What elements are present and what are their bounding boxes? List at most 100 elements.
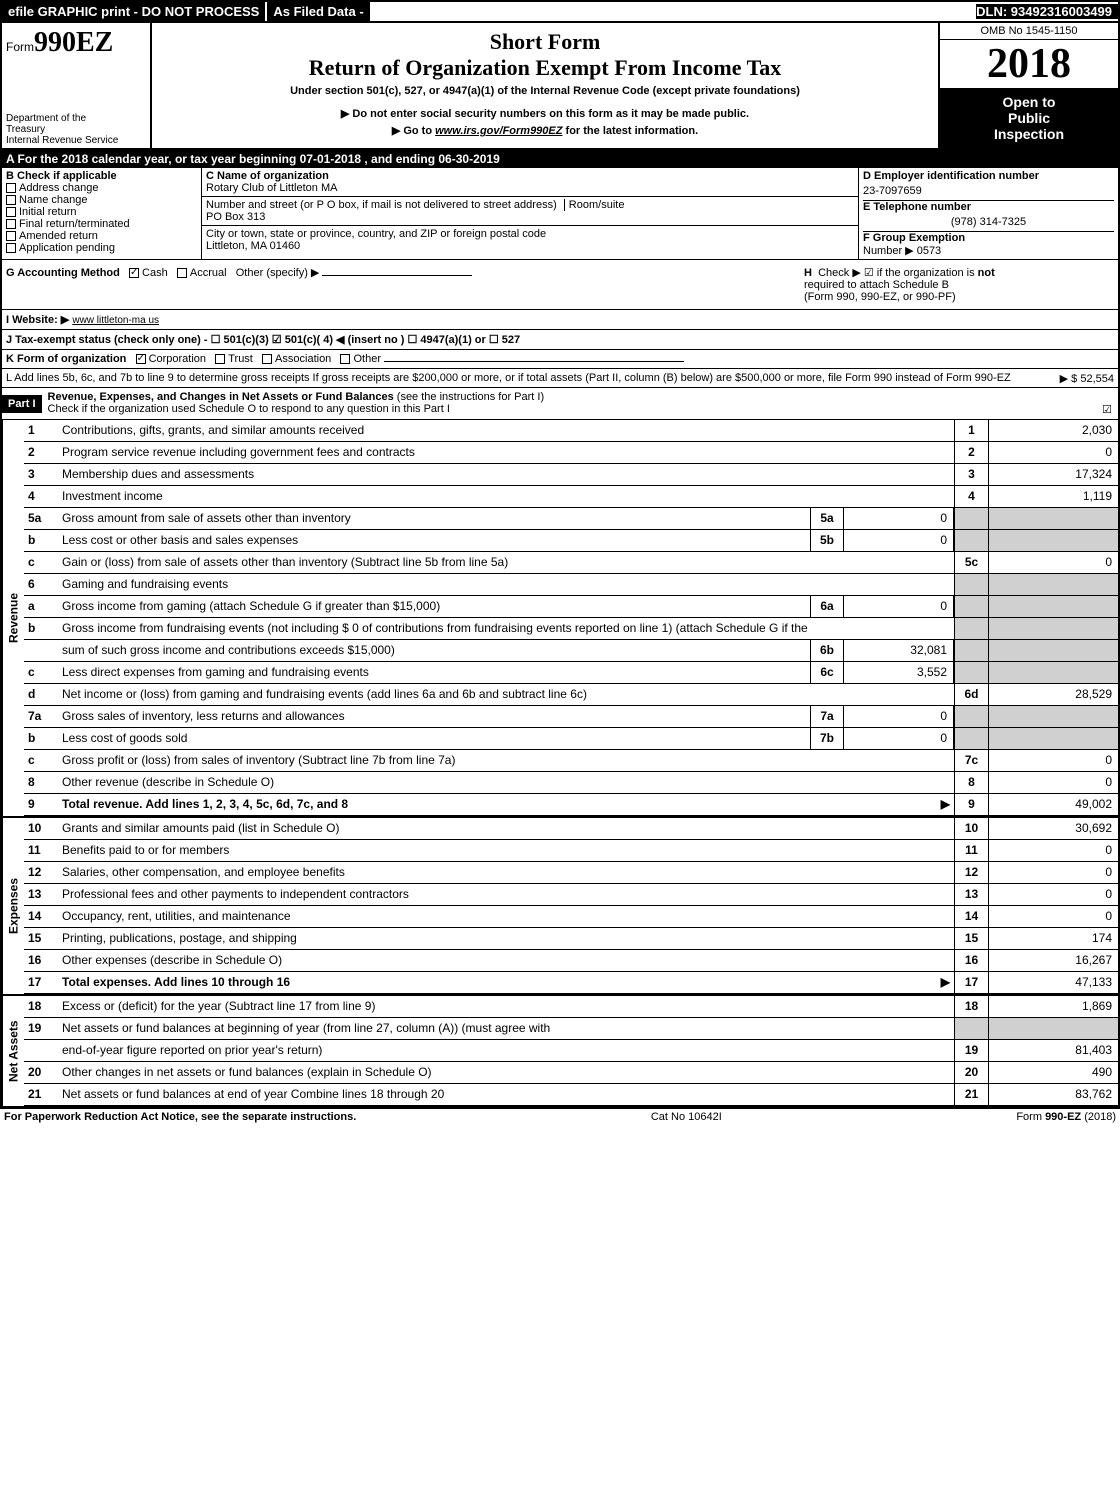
line-description: Gain or (loss) from sale of assets other… bbox=[58, 552, 954, 573]
line-description: Excess or (deficit) for the year (Subtra… bbox=[58, 996, 954, 1017]
footer-left: For Paperwork Reduction Act Notice, see … bbox=[4, 1111, 356, 1123]
b-option-checkbox[interactable] bbox=[6, 183, 16, 193]
right-line-number: 18 bbox=[954, 996, 988, 1017]
accrual-checkbox[interactable] bbox=[177, 268, 187, 278]
right-line-value: 30,692 bbox=[988, 818, 1118, 839]
trust-checkbox[interactable] bbox=[215, 354, 225, 364]
other-k-input[interactable] bbox=[384, 361, 684, 362]
revenue-block: Revenue 1Contributions, gifts, grants, a… bbox=[2, 420, 1118, 816]
b-option-checkbox[interactable] bbox=[6, 207, 16, 217]
right-line-value: 0 bbox=[988, 906, 1118, 927]
other-specify-input[interactable] bbox=[322, 275, 472, 276]
inspection-2: Public bbox=[942, 110, 1116, 126]
right-line-value: 0 bbox=[988, 442, 1118, 463]
right-line-number: 1 bbox=[954, 420, 988, 441]
line-description: Contributions, gifts, grants, and simila… bbox=[58, 420, 954, 441]
right-line-value: 83,762 bbox=[988, 1084, 1118, 1105]
line-row: 4Investment income41,119 bbox=[24, 486, 1118, 508]
right-line-number: 17 bbox=[954, 972, 988, 993]
short-form-title: Short Form bbox=[158, 29, 932, 55]
right-line-number: 9 bbox=[954, 794, 988, 815]
line-number: 9 bbox=[24, 794, 58, 815]
phone: (978) 314-7325 bbox=[863, 213, 1114, 232]
right-line-value bbox=[988, 640, 1118, 661]
form-header: Form990EZ Department of the Treasury Int… bbox=[2, 23, 1118, 150]
b-option-checkbox[interactable] bbox=[6, 231, 16, 241]
line-number: c bbox=[24, 552, 58, 573]
right-line-number bbox=[954, 706, 988, 727]
j-text: J Tax-exempt status (check only one) - ☐… bbox=[6, 334, 520, 346]
line-number: 18 bbox=[24, 996, 58, 1017]
mid-line-number: 6a bbox=[810, 596, 844, 617]
line-description: Less cost of goods sold bbox=[58, 728, 810, 749]
line-description: Other revenue (describe in Schedule O) bbox=[58, 772, 954, 793]
other-k-checkbox[interactable] bbox=[340, 354, 350, 364]
b-option-checkbox[interactable] bbox=[6, 219, 16, 229]
tax-year: 2018 bbox=[940, 40, 1118, 88]
form-container: efile GRAPHIC print - DO NOT PROCESS As … bbox=[0, 0, 1120, 1108]
line-description: Grants and similar amounts paid (list in… bbox=[58, 818, 954, 839]
org-name: Rotary Club of Littleton MA bbox=[206, 182, 337, 194]
right-line-value: 28,529 bbox=[988, 684, 1118, 705]
line-description: Gaming and fundraising events bbox=[58, 574, 954, 595]
line-number: 8 bbox=[24, 772, 58, 793]
line-row: 12Salaries, other compensation, and empl… bbox=[24, 862, 1118, 884]
line-row: 5aGross amount from sale of assets other… bbox=[24, 508, 1118, 530]
line-row: bGross income from fundraising events (n… bbox=[24, 618, 1118, 640]
line-row: bLess cost or other basis and sales expe… bbox=[24, 530, 1118, 552]
line-number: 10 bbox=[24, 818, 58, 839]
right-line-number bbox=[954, 640, 988, 661]
mid-line-number: 7a bbox=[810, 706, 844, 727]
irs-link[interactable]: www.irs.gov/Form990EZ bbox=[435, 125, 562, 137]
mid-line-value: 0 bbox=[844, 530, 954, 551]
line-number: 15 bbox=[24, 928, 58, 949]
right-line-value: 1,869 bbox=[988, 996, 1118, 1017]
line-description: Other changes in net assets or fund bala… bbox=[58, 1062, 954, 1083]
line-row: cGross profit or (loss) from sales of in… bbox=[24, 750, 1118, 772]
line-description: end-of-year figure reported on prior yea… bbox=[58, 1040, 954, 1061]
corp-checkbox[interactable] bbox=[136, 354, 146, 364]
line-description: Program service revenue including govern… bbox=[58, 442, 954, 463]
h-text1: Check ▶ ☑ if the organization is bbox=[818, 267, 978, 279]
line-number bbox=[24, 1040, 58, 1061]
header-sub2: ▶ Do not enter social security numbers o… bbox=[158, 107, 932, 120]
h-not: not bbox=[978, 267, 995, 279]
net-assets-block: Net Assets 18Excess or (deficit) for the… bbox=[2, 994, 1118, 1106]
line-description: Professional fees and other payments to … bbox=[58, 884, 954, 905]
line-number: 6 bbox=[24, 574, 58, 595]
line-number: 19 bbox=[24, 1018, 58, 1039]
mid-line-number: 5a bbox=[810, 508, 844, 529]
line-number: c bbox=[24, 750, 58, 771]
right-line-value: 49,002 bbox=[988, 794, 1118, 815]
top-strip: efile GRAPHIC print - DO NOT PROCESS As … bbox=[2, 2, 1118, 23]
right-line-value bbox=[988, 596, 1118, 617]
section-j: J Tax-exempt status (check only one) - ☐… bbox=[2, 330, 1118, 350]
cash-checkbox[interactable] bbox=[129, 268, 139, 278]
mid-line-number: 7b bbox=[810, 728, 844, 749]
right-line-number: 13 bbox=[954, 884, 988, 905]
expenses-block: Expenses 10Grants and similar amounts pa… bbox=[2, 816, 1118, 994]
group-exemption-num: 0573 bbox=[917, 245, 941, 257]
l-amount: ▶ $ 52,554 bbox=[1060, 372, 1114, 385]
right-line-value: 1,119 bbox=[988, 486, 1118, 507]
line-description: Other expenses (describe in Schedule O) bbox=[58, 950, 954, 971]
part-1-title: Revenue, Expenses, and Changes in Net As… bbox=[48, 391, 394, 403]
header-sub3: ▶ Go to www.irs.gov/Form990EZ for the la… bbox=[158, 124, 932, 137]
line-row: cGain or (loss) from sale of assets othe… bbox=[24, 552, 1118, 574]
website[interactable]: www littleton-ma us bbox=[72, 315, 159, 326]
assoc-checkbox[interactable] bbox=[262, 354, 272, 364]
b-option-checkbox[interactable] bbox=[6, 243, 16, 253]
section-l: L Add lines 5b, 6c, and 7b to line 9 to … bbox=[2, 369, 1118, 388]
line-row: 17Total expenses. Add lines 10 through 1… bbox=[24, 972, 1118, 994]
right-line-value bbox=[988, 530, 1118, 551]
c-city-label: City or town, state or province, country… bbox=[206, 228, 546, 240]
dept-line-3: Internal Revenue Service bbox=[6, 135, 118, 146]
org-city: Littleton, MA 01460 bbox=[206, 240, 300, 252]
dept-line-2: Treasury bbox=[6, 124, 118, 135]
return-title: Return of Organization Exempt From Incom… bbox=[158, 55, 932, 81]
right-line-number: 4 bbox=[954, 486, 988, 507]
omb-number: OMB No 1545-1150 bbox=[940, 23, 1118, 40]
right-line-value: 0 bbox=[988, 750, 1118, 771]
line-number: 16 bbox=[24, 950, 58, 971]
b-option-checkbox[interactable] bbox=[6, 195, 16, 205]
